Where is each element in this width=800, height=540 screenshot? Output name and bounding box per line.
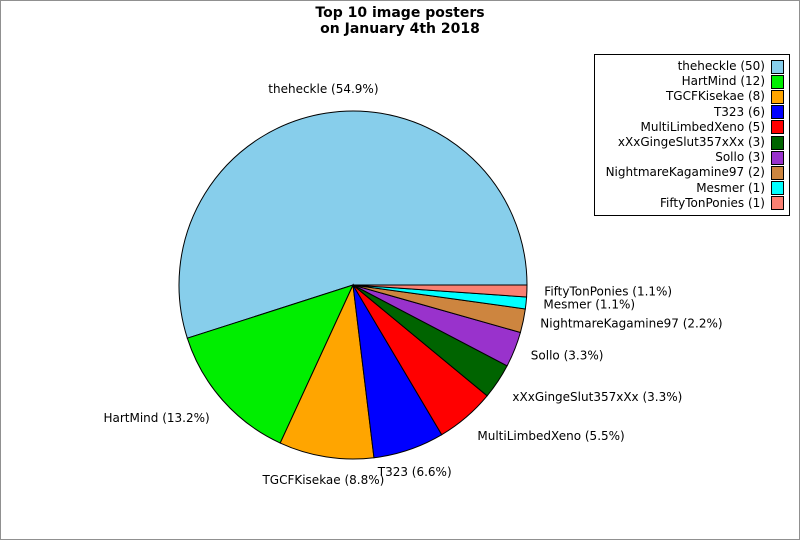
- legend-label: HartMind (12): [681, 74, 765, 89]
- pie-slice-theheckle: [178, 110, 528, 339]
- legend-row-xXxGingeSlut357xXx: xXxGingeSlut357xXx (3): [600, 135, 784, 150]
- legend-color-swatch: [771, 74, 784, 89]
- slice-label-xXxGingeSlut357xXx: xXxGingeSlut357xXx (3.3%): [512, 390, 683, 404]
- slice-label-MultiLimbedXeno: MultiLimbedXeno (5.5%): [477, 429, 625, 444]
- pie-slice-HartMind: [186, 284, 354, 444]
- legend-label: T323 (6): [713, 104, 765, 119]
- chart-title-line1: Top 10 image posters: [315, 5, 485, 21]
- legend-color-swatch: [771, 59, 784, 74]
- legend-row-FiftyTonPonies: FiftyTonPonies (1): [600, 196, 784, 211]
- slice-label-theheckle: theheckle (54.9%): [268, 81, 379, 96]
- legend-label: Sollo (3): [715, 150, 765, 165]
- legend-color-swatch: [771, 150, 784, 165]
- legend-row-NightmareKagamine97: NightmareKagamine97 (2): [600, 165, 784, 180]
- legend-row-theheckle: theheckle (50): [600, 59, 784, 74]
- legend-color-swatch: [771, 120, 784, 135]
- legend-color-swatch: [771, 196, 784, 211]
- pie-slice-TGCFKisekae: [279, 283, 375, 460]
- legend-color-swatch: [771, 181, 784, 196]
- legend-label: FiftyTonPonies (1): [660, 195, 765, 210]
- legend-label: MultiLimbedXeno (5): [640, 119, 765, 134]
- chart-title: Top 10 image posters on January 4th 2018: [1, 5, 799, 37]
- legend-color-swatch: [771, 105, 784, 120]
- legend-row-HartMind: HartMind (12): [600, 74, 784, 89]
- slice-label-Sollo: Sollo (3.3%): [530, 348, 604, 363]
- legend-color-swatch: [771, 165, 784, 180]
- slice-label-T323: T323 (6.6%): [377, 465, 452, 480]
- slice-label-TGCFKisekae: TGCFKisekae (8.8%): [262, 473, 385, 488]
- slice-label-Mesmer: Mesmer (1.1%): [543, 297, 636, 312]
- legend-label: TGCFKisekae (8): [665, 89, 765, 104]
- legend-row-TGCFKisekae: TGCFKisekae (8): [600, 89, 784, 104]
- slice-label-FiftyTonPonies: FiftyTonPonies (1.1%): [544, 284, 673, 299]
- legend-label: Mesmer (1): [696, 180, 765, 195]
- legend-row-T323: T323 (6): [600, 105, 784, 120]
- legend-box: theheckle (50) HartMind (12) TGCFKisekae (…: [594, 54, 790, 216]
- legend-label: xXxGingeSlut357xXx (3): [617, 135, 765, 150]
- legend-label: NightmareKagamine97 (2): [605, 165, 765, 180]
- slice-label-NightmareKagamine97: NightmareKagamine97 (2.2%): [540, 316, 723, 331]
- slice-label-HartMind: HartMind (13.2%): [103, 410, 210, 425]
- legend-row-Sollo: Sollo (3): [600, 150, 784, 165]
- pie-slice-FiftyTonPonies: [352, 284, 528, 298]
- chart-title-line2: on January 4th 2018: [320, 21, 480, 37]
- legend-row-MultiLimbedXeno: MultiLimbedXeno (5): [600, 120, 784, 135]
- legend-color-swatch: [771, 135, 784, 150]
- legend-row-Mesmer: Mesmer (1): [600, 181, 784, 196]
- legend-label: theheckle (50): [677, 59, 765, 74]
- legend-color-swatch: [771, 89, 784, 104]
